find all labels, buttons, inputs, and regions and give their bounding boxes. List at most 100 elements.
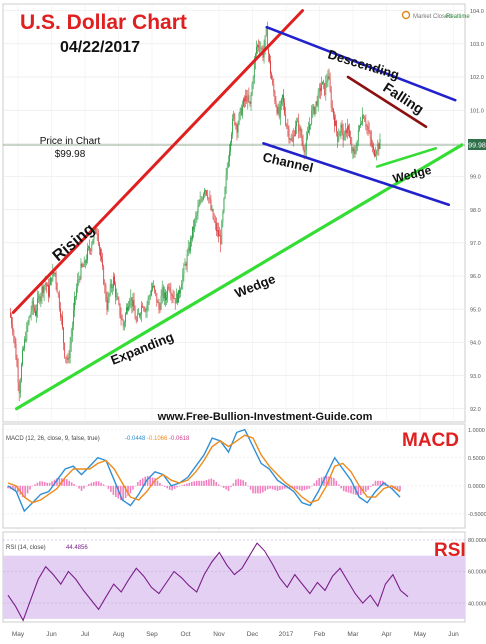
candle-body [198,204,200,207]
candle-body [215,222,217,232]
candle-body [295,126,296,136]
candle-body [243,98,244,106]
macd-tick-label: 1.0000 [468,428,485,434]
candle-body [279,104,281,118]
candle-body [306,133,308,139]
candle-body [40,295,42,302]
candle-body [76,288,78,297]
rsi-legend-value: 44.4856 [66,545,88,551]
macd-histogram-bar [124,485,127,498]
candle-body [271,73,273,80]
candle-body [32,300,34,309]
candle-body [24,339,26,349]
candle-body [219,234,221,237]
candle-body [223,198,225,212]
macd-histogram-bar [306,485,308,490]
candle-body [168,287,170,288]
macd-histogram-bar [88,484,90,486]
macd-axis: 1.0000 0.5000 0.0000 -0.5000 [468,428,486,518]
candle-body [303,147,305,153]
candle-body [109,283,111,294]
macd-histogram-bar [230,485,232,488]
candle-body [189,238,191,252]
macd-histogram-bar [200,480,203,486]
candle-body [133,300,135,311]
macd-histogram-bar [315,480,318,486]
candle-body [288,128,290,140]
month-tick-label: Jun [448,631,459,638]
candle-body [97,233,99,244]
candle-body [63,327,65,343]
macd-histogram-bar [271,485,274,490]
month-tick-label: Oct [180,631,190,638]
candle-body [36,310,37,316]
macd-histogram-bar [254,485,257,494]
candle-body [291,138,293,142]
macd-histogram-bar [110,485,112,492]
candle-body [113,276,114,288]
macd-histogram-bar [102,484,105,486]
candle-body [120,315,122,319]
candle-body [373,146,374,151]
candle-body [33,308,35,311]
month-tick-label: 2017 [279,631,294,638]
macd-histogram-bar [364,485,367,492]
macd-histogram-bar [205,480,208,486]
candle-body [200,199,202,201]
candle-body [214,221,216,223]
macd-histogram-bar [239,479,242,486]
macd-histogram-bar [31,485,34,487]
macd-histogram-bar [345,485,347,492]
candle-body [39,296,41,302]
candle-body [231,134,232,143]
macd-histogram-bar [100,482,102,486]
macd-histogram-bar [279,485,281,491]
candle-body [217,229,218,232]
candle-body [377,143,379,152]
macd-histogram-bar [340,485,342,489]
candle-body [378,143,380,150]
macd-histogram-bar [362,485,365,494]
candle-body [351,143,353,152]
candle-body [218,229,219,237]
candle-body [266,28,268,50]
expanding-wedge-trendline [14,143,464,411]
rising-trendline [11,9,304,315]
candle-body [29,315,31,318]
macd-histogram-bar [151,477,154,486]
candle-body [340,124,342,133]
candle-body [371,144,373,147]
candle-body [212,209,214,219]
candle-body [343,134,345,141]
candle-body [207,194,209,198]
macd-histogram-bar [369,485,372,487]
candle-body [211,209,213,211]
price-tick-label: 94.0 [470,341,481,347]
candle-body [175,293,177,304]
candle-body [274,91,276,102]
macd-histogram-bar [242,480,244,486]
clock-icon [401,10,411,20]
candle-body [334,116,335,126]
macd-histogram-bar [266,485,269,490]
candle-body [347,126,348,134]
candle-body [176,293,178,303]
price-panel: 92.093.094.095.096.097.098.099.0100.0101… [2,3,484,622]
candle-body [48,284,49,297]
macd-histogram-bar [244,482,247,486]
macd-histogram-bar [396,485,399,491]
candle-body [75,296,76,298]
price-tick-label: 99.0 [470,175,481,181]
candle-body [100,249,101,257]
candle-body [10,312,11,318]
candle-body [185,264,187,266]
macd-histogram-bar [68,480,71,486]
macd-histogram-bar [36,482,39,486]
macd-histogram-bar [357,485,360,496]
macd-histogram-bar [264,485,267,491]
macd-histogram-bar [262,485,264,493]
candle-body [142,305,144,308]
macd-histogram-bar [293,485,296,489]
candle-body [299,127,301,132]
candle-body [90,249,92,251]
